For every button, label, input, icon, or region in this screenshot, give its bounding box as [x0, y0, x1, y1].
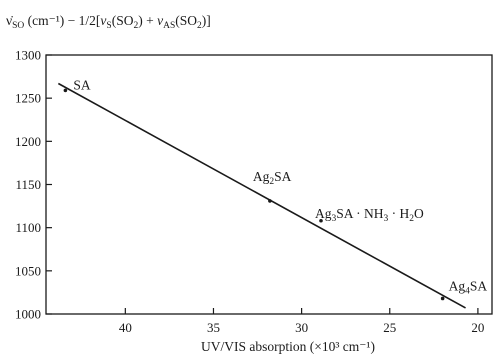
point-label: Ag2​SA	[253, 169, 292, 187]
point-label: Ag4​SA	[449, 278, 488, 296]
data-series: SA Ag2​SA Ag3​SA · NH3​ · H2​O Ag4​SA	[57, 77, 488, 309]
y-tick-label: 1250	[15, 91, 41, 106]
x-tick-label: 40	[119, 320, 132, 335]
regression-line	[57, 82, 466, 309]
y-tick-label: 1150	[15, 177, 41, 192]
x-tick-label: 30	[295, 320, 308, 335]
data-point	[319, 218, 323, 223]
data-point	[440, 296, 445, 301]
x-axis-title: UV/VIS absorption (×10³ cm⁻¹)	[201, 339, 375, 354]
x-axis: 40 35 30 25 20	[119, 308, 484, 335]
y-axis: 1000 1050 1100 1150 1200 1250 1300	[15, 48, 52, 322]
y-tick-label: 1050	[15, 263, 41, 278]
data-point	[268, 199, 272, 203]
x-tick-label: 35	[207, 320, 220, 335]
x-tick-label: 20	[471, 320, 484, 335]
x-tick-label: 25	[383, 320, 396, 335]
y-tick-label: 1000	[15, 307, 41, 322]
data-point	[63, 88, 68, 93]
y-tick-label: 1300	[15, 48, 41, 63]
point-label: Ag3​SA · NH3​ · H2​O	[315, 206, 424, 224]
point-label: SA	[73, 77, 91, 92]
y-tick-label: 1200	[15, 134, 41, 149]
y-axis-title: ν̇SO​ (cm⁻¹) − 1/2[νS​(SO2​) + νAS​(SO2​…	[6, 13, 211, 31]
y-tick-label: 1100	[15, 220, 41, 235]
